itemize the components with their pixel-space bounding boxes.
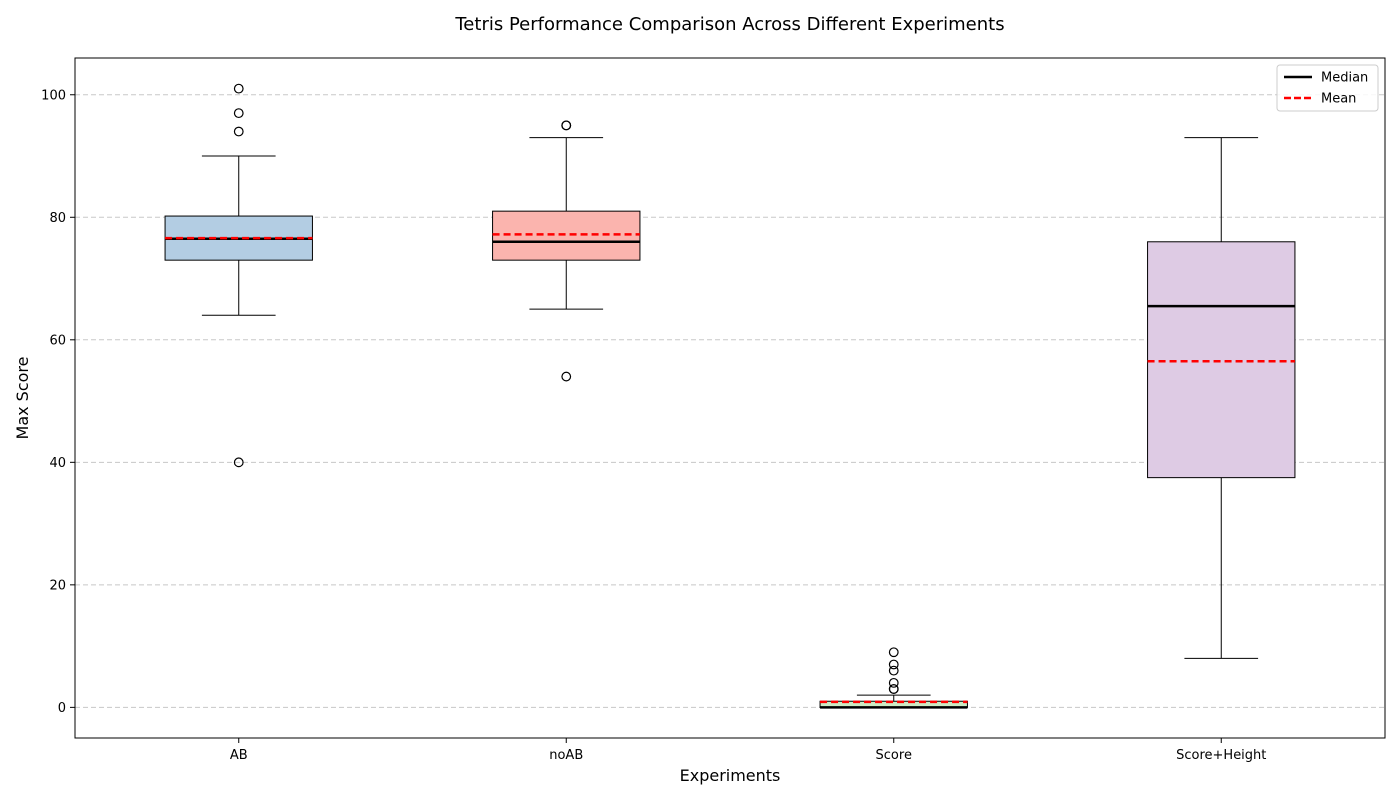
boxes [164,83,1296,709]
x-tick-label: noAB [549,748,583,763]
plot-frame [74,57,1386,739]
y-tick-label: 20 [49,578,66,593]
x-tick-label: Score+Height [1176,748,1266,763]
outlier-point [888,677,899,688]
y-tick-label: 100 [41,88,66,103]
outlier-point [888,647,899,658]
legend: Median Mean [1276,64,1379,112]
box-score-height [1147,137,1296,659]
y-axis: 0 20 40 60 80 100 [41,88,75,716]
chart-title: Tetris Performance Comparison Across Dif… [454,14,1004,35]
x-tick-label: AB [230,748,248,763]
y-axis-label: Max Score [13,357,32,440]
x-axis: AB noAB Score Score+Height [230,738,1266,763]
y-tick-label: 60 [49,333,66,348]
box-noab [492,120,641,382]
y-tick-label: 80 [49,211,66,226]
x-axis-label: Experiments [680,766,781,785]
outlier-point [888,684,899,694]
outlier-point [233,126,244,137]
x-tick-label: Score [876,748,912,763]
legend-median-label: Median [1321,71,1368,86]
iqr-box [1147,241,1296,479]
y-tick-label: 0 [58,701,66,716]
outlier-point [888,659,899,670]
box-score [819,647,968,709]
box-ab [164,83,313,468]
outlier-point [888,665,899,676]
outlier-point [561,120,572,131]
y-tick-label: 40 [49,456,66,471]
outlier-point [233,457,244,468]
outlier-point [561,371,572,382]
outlier-point [233,108,244,119]
legend-mean-label: Mean [1321,92,1356,107]
outlier-point [233,83,244,94]
